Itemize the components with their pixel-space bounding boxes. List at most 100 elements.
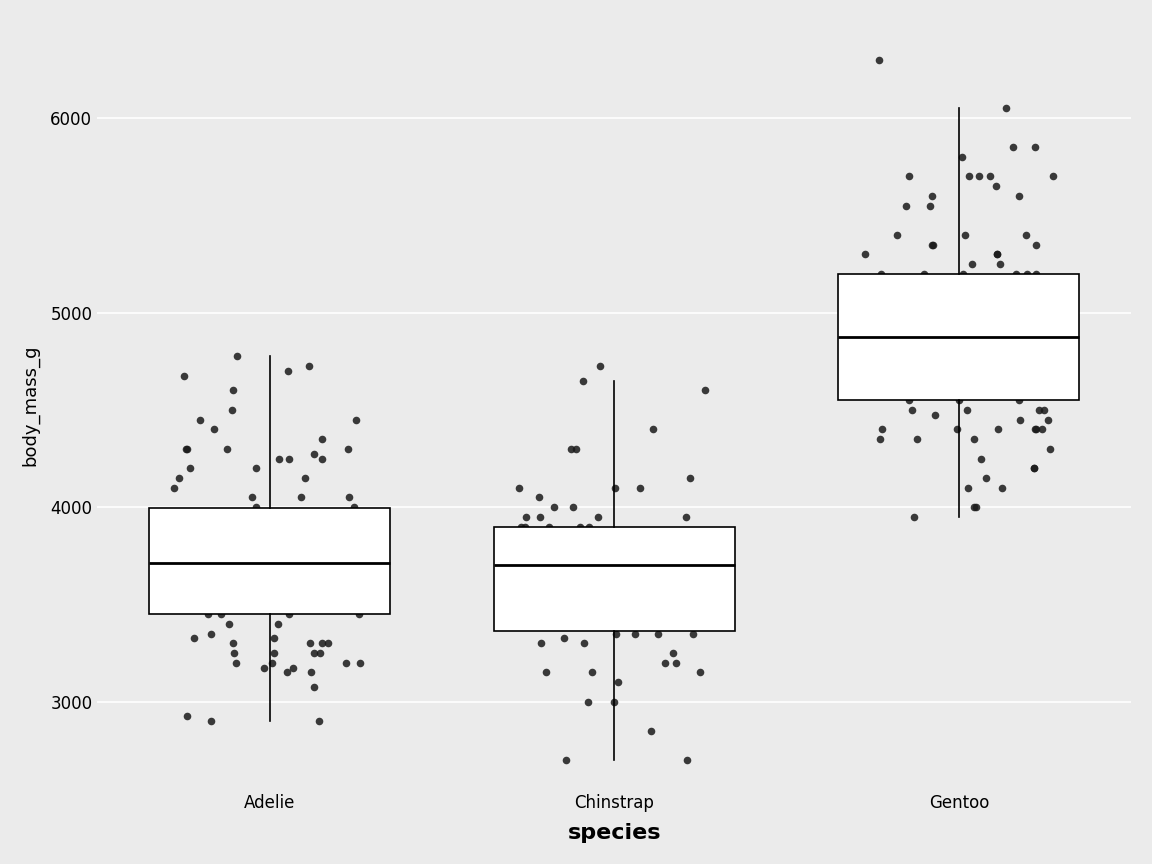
Point xyxy=(854,306,872,320)
Point xyxy=(613,559,631,573)
Point xyxy=(176,442,195,455)
Point xyxy=(183,563,202,577)
Point xyxy=(696,384,714,397)
Point xyxy=(168,519,187,533)
Point xyxy=(184,632,203,645)
Point xyxy=(1026,267,1045,281)
Point xyxy=(957,403,976,416)
Point xyxy=(1010,413,1029,427)
Point xyxy=(918,374,937,388)
Point xyxy=(312,637,331,651)
Point xyxy=(1030,403,1048,416)
Point xyxy=(929,354,947,368)
Point xyxy=(1002,384,1021,397)
Point xyxy=(249,559,267,573)
Point xyxy=(179,442,197,455)
Point xyxy=(910,354,929,368)
Point xyxy=(197,539,215,553)
Point xyxy=(179,709,197,723)
Point xyxy=(262,588,280,601)
Point xyxy=(165,480,183,494)
Point xyxy=(313,432,332,446)
Point xyxy=(570,559,589,573)
Point xyxy=(1041,442,1060,455)
Point xyxy=(325,539,343,553)
Point xyxy=(537,665,555,679)
Point xyxy=(1009,189,1028,203)
Point xyxy=(255,661,273,675)
Point xyxy=(243,491,262,505)
Point xyxy=(1011,325,1030,339)
Point xyxy=(638,559,657,573)
Point xyxy=(1037,296,1055,310)
Point xyxy=(664,646,682,660)
Point xyxy=(270,452,288,466)
Point xyxy=(579,519,598,533)
Point xyxy=(324,578,342,592)
Point xyxy=(602,598,621,612)
Point xyxy=(1026,140,1045,154)
Point xyxy=(570,559,589,573)
Point xyxy=(1007,267,1025,281)
Point xyxy=(606,480,624,494)
Point xyxy=(543,559,561,573)
Point xyxy=(968,500,986,514)
Point xyxy=(920,199,939,213)
Point xyxy=(218,442,236,455)
Point xyxy=(194,573,212,587)
Point xyxy=(562,442,581,455)
Point xyxy=(248,461,266,475)
Point xyxy=(923,189,941,203)
Point xyxy=(535,539,553,553)
Point xyxy=(871,345,889,359)
Point xyxy=(665,593,683,607)
Point xyxy=(202,626,220,640)
Point xyxy=(212,607,230,621)
Point xyxy=(564,598,583,612)
Point xyxy=(1017,315,1036,329)
Point xyxy=(223,637,242,651)
Point xyxy=(608,676,627,689)
Point xyxy=(181,461,199,475)
Point xyxy=(539,519,558,533)
Point xyxy=(173,510,191,524)
Point xyxy=(233,588,251,601)
Point xyxy=(642,724,660,738)
Point xyxy=(1025,461,1044,475)
Point xyxy=(964,500,983,514)
Point xyxy=(247,500,265,514)
Point xyxy=(238,598,257,612)
Point xyxy=(1032,422,1051,436)
Point xyxy=(631,480,650,494)
Point xyxy=(589,510,607,524)
Point xyxy=(305,646,324,660)
Point xyxy=(690,665,708,679)
Point xyxy=(265,632,283,645)
Point xyxy=(220,510,238,524)
Point xyxy=(347,539,365,553)
Point xyxy=(988,354,1007,368)
Point xyxy=(963,257,982,271)
Point xyxy=(312,452,331,466)
Point xyxy=(168,559,187,573)
Point xyxy=(516,519,535,533)
Point xyxy=(655,656,674,670)
Point xyxy=(958,480,977,494)
Point xyxy=(884,286,902,300)
Point xyxy=(1007,364,1025,378)
Point xyxy=(1021,325,1039,339)
Point xyxy=(301,637,319,651)
Point xyxy=(695,612,713,626)
Point xyxy=(961,169,979,183)
Point xyxy=(975,384,993,397)
Point xyxy=(987,247,1006,261)
Point xyxy=(998,101,1016,115)
Point xyxy=(915,267,933,281)
Point xyxy=(955,228,973,242)
Point xyxy=(972,452,991,466)
Point xyxy=(209,559,227,573)
Point xyxy=(903,403,922,416)
Point xyxy=(316,539,334,553)
Point xyxy=(555,549,574,562)
Point xyxy=(228,349,247,363)
